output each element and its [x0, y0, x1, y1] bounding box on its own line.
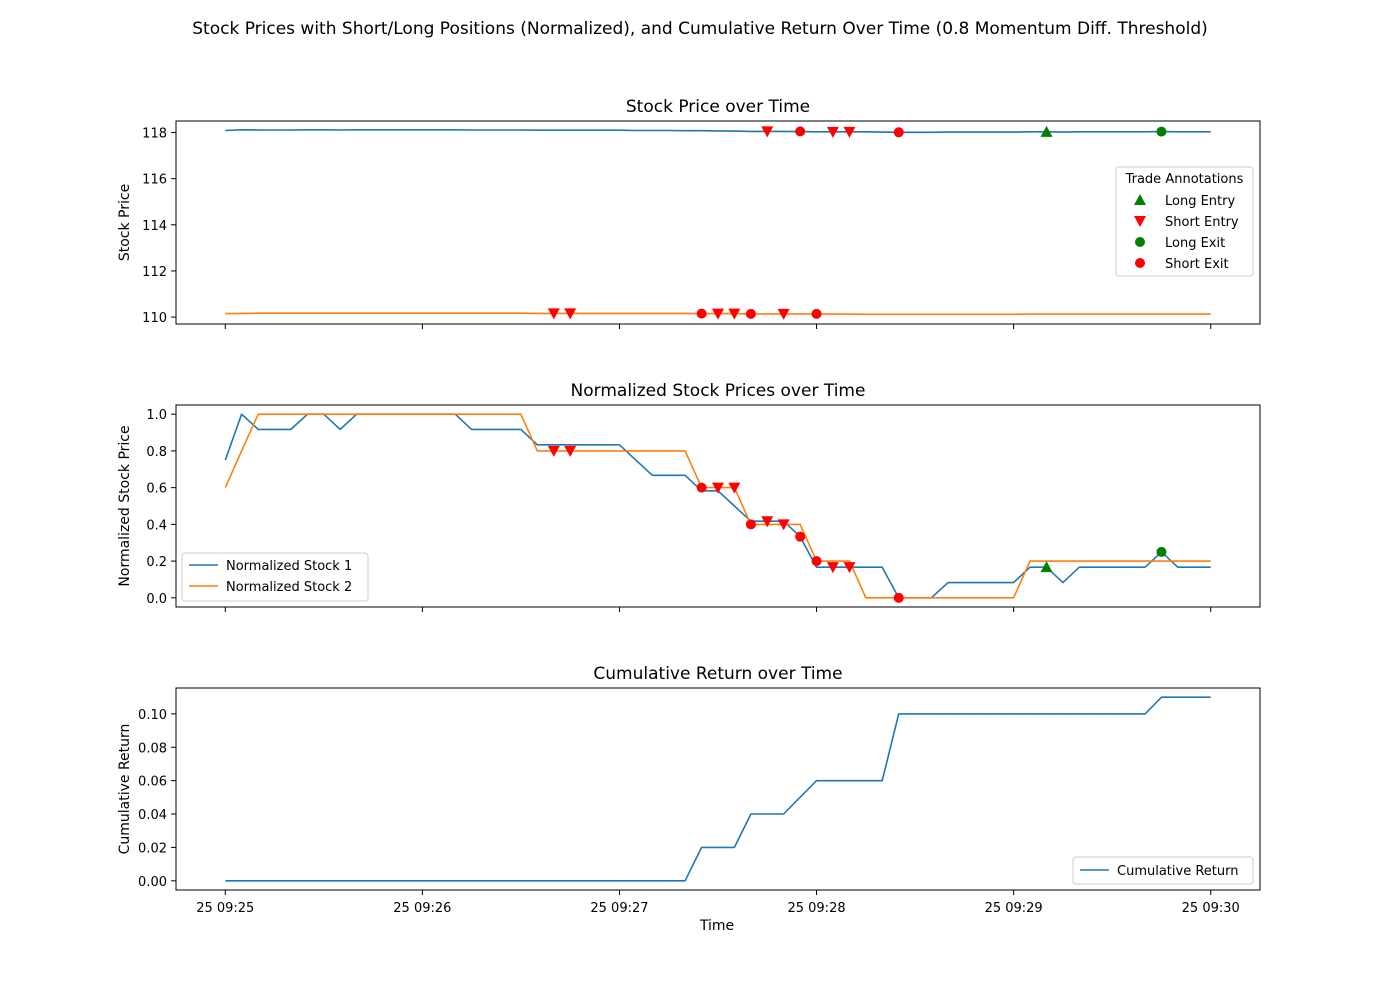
marker-long-exit	[1156, 126, 1167, 137]
marker-short-exit	[893, 127, 904, 138]
y-tick-label: 114	[142, 219, 167, 234]
panel-title: Stock Price over Time	[626, 97, 810, 117]
marker-short-exit	[696, 308, 707, 319]
y-axis-label: Stock Price	[117, 184, 133, 261]
marker-short-exit	[893, 592, 904, 603]
legend-label: Short Entry	[1165, 215, 1239, 230]
y-tick-label: 110	[142, 311, 167, 326]
x-tick-label: 25 09:25	[196, 901, 254, 916]
y-tick-label: 1.0	[146, 408, 167, 423]
marker-short-entry	[547, 308, 560, 320]
panel-title: Cumulative Return over Time	[593, 664, 842, 684]
x-tick-label: 25 09:29	[985, 901, 1043, 916]
legend-title: Trade Annotations	[1125, 172, 1244, 187]
marker-short-exit	[745, 308, 756, 319]
marker-short-entry	[728, 482, 741, 494]
marker-short-entry	[843, 562, 856, 574]
legend-box	[1115, 166, 1254, 277]
panel-1: Stock Price over Time 110 112 114 116 118 Stoc…	[117, 97, 1261, 329]
legend-label: Cumulative Return	[1117, 864, 1238, 879]
marker-short-entry	[728, 308, 741, 320]
marker-short-entry	[564, 308, 577, 320]
y-tick-label: 0.8	[146, 445, 167, 460]
legend: Cumulative Return	[1072, 856, 1254, 885]
marker-short-entry	[712, 308, 724, 320]
marker-short-exit	[696, 482, 707, 493]
y-tick-label: 112	[142, 265, 167, 280]
legend-box	[181, 552, 369, 602]
y-tick-label: 118	[142, 127, 167, 142]
y-tick-label: 0.02	[138, 841, 167, 856]
legend-marker-short-exit	[1135, 258, 1145, 268]
legend: Normalized Stock 1 Normalized Stock 2	[181, 552, 369, 602]
marker-short-entry	[777, 519, 790, 531]
marker-short-entry	[777, 308, 790, 320]
panel-2: Normalized Stock Prices over Time 0.0 0.2 0…	[117, 381, 1261, 612]
marker-short-exit	[795, 126, 806, 137]
marker-short-exit	[795, 531, 806, 542]
x-axis-label: Time	[699, 918, 734, 934]
plot-area	[176, 121, 1260, 324]
panel-3: Cumulative Return over Time 0.00 0.02 0.04 0…	[117, 664, 1261, 916]
legend-box	[1072, 856, 1254, 885]
y-tick-label: 0.06	[138, 775, 167, 790]
y-tick-label: 116	[142, 173, 167, 188]
marker-short-entry	[761, 516, 774, 528]
legend-label: Normalized Stock 1	[226, 559, 352, 574]
x-tick-label: 25 09:28	[787, 901, 845, 916]
legend-label: Normalized Stock 2	[226, 580, 352, 595]
marker-short-entry	[712, 482, 724, 494]
marker-long-entry	[1040, 125, 1053, 137]
legend: Trade Annotations Long Entry Short Entry Lo…	[1115, 166, 1254, 277]
legend-label: Short Exit	[1165, 257, 1229, 272]
marker-short-exit	[811, 308, 822, 319]
marker-short-entry	[826, 126, 839, 138]
y-tick-label: 0.04	[138, 808, 167, 823]
marker-short-exit	[811, 556, 822, 567]
plot-frame	[175, 687, 1261, 891]
marker-short-entry	[826, 562, 839, 574]
marker-short-exit	[745, 519, 756, 530]
legend-marker-long-exit	[1135, 237, 1145, 247]
y-tick-label: 0.08	[138, 741, 167, 756]
legend-label: Long Exit	[1165, 236, 1225, 251]
y-axis-label: Normalized Stock Price	[117, 425, 133, 586]
x-tick-label: 25 09:26	[393, 901, 451, 916]
legend-label: Long Entry	[1165, 194, 1235, 209]
y-tick-label: 0.4	[146, 518, 167, 533]
x-tick-label: 25 09:27	[590, 901, 648, 916]
figure-title: Stock Prices with Short/Long Positions (…	[192, 19, 1208, 39]
y-tick-label: 0.0	[146, 592, 167, 607]
marker-short-entry	[843, 126, 856, 138]
series-line-series1	[225, 696, 1211, 882]
plot-area	[176, 688, 1260, 890]
y-tick-label: 0.10	[138, 708, 167, 723]
legend-marker-long-entry	[1134, 194, 1146, 205]
marker-short-entry	[761, 126, 774, 138]
y-tick-label: 0.00	[138, 875, 167, 890]
marker-long-entry	[1040, 561, 1053, 573]
plot-frame	[175, 120, 1261, 325]
marker-long-exit	[1156, 546, 1167, 557]
y-tick-label: 0.6	[146, 482, 167, 497]
legend-marker-short-entry	[1134, 216, 1146, 227]
marker-short-entry	[547, 445, 560, 457]
plot-frame	[175, 404, 1261, 608]
y-axis-label: Cumulative Return	[117, 724, 133, 855]
y-tick-label: 0.2	[146, 555, 167, 570]
panel-title: Normalized Stock Prices over Time	[571, 381, 866, 401]
marker-short-entry	[564, 445, 577, 457]
x-tick-label: 25 09:30	[1182, 901, 1240, 916]
